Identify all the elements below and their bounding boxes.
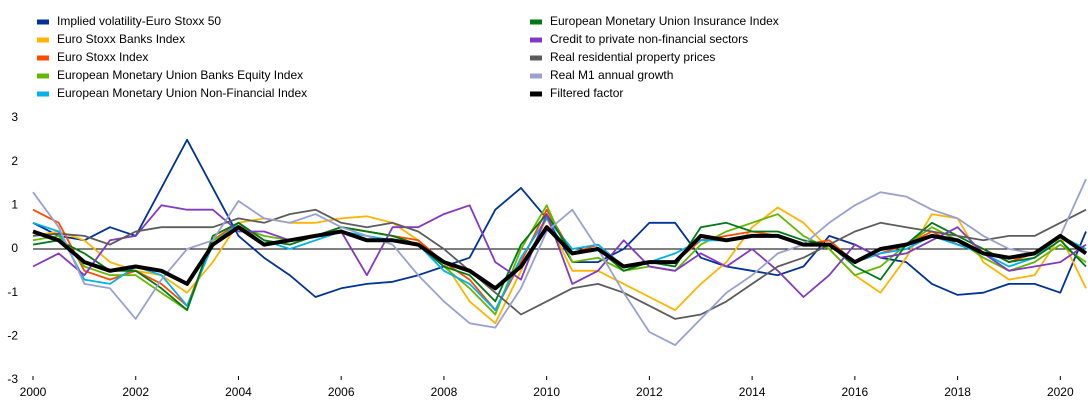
legend-label: Euro Stoxx Index (57, 50, 148, 64)
legend-swatch (37, 73, 49, 79)
x-tick-label: 2004 (225, 385, 252, 399)
y-tick-label: -2 (7, 329, 18, 343)
y-tick-label: -3 (7, 372, 18, 386)
x-tick-label: 2020 (1047, 385, 1074, 399)
legend-swatch (37, 37, 49, 43)
y-tick-label: 1 (11, 198, 18, 212)
legend-swatch (530, 19, 542, 25)
legend-label: Real residential property prices (550, 50, 715, 64)
legend-label: Real M1 annual growth (550, 68, 673, 82)
legend-label: Implied volatility-Euro Stoxx 50 (57, 14, 221, 28)
legend-swatch (37, 91, 49, 97)
series-line (32, 138, 1087, 298)
x-tick-label: 2016 (842, 385, 869, 399)
y-tick-label: 3 (11, 110, 18, 124)
legend-swatch (530, 37, 542, 43)
series-line (32, 204, 1087, 298)
series-line (32, 225, 1088, 291)
series-line (32, 178, 1087, 347)
legend-label: Credit to private non-financial sectors (550, 32, 748, 46)
legend-swatch (530, 55, 542, 61)
legend-label: European Monetary Union Non-Financial In… (57, 86, 307, 100)
legend-label: European Monetary Union Banks Equity Ind… (57, 68, 303, 82)
x-tick-label: 2008 (431, 385, 458, 399)
legend-label: European Monetary Union Insurance Index (550, 14, 779, 28)
x-tick-label: 2012 (636, 385, 663, 399)
x-tick-label: 2000 (20, 385, 47, 399)
legend-label: Euro Stoxx Banks Index (57, 32, 185, 46)
x-tick-label: 2006 (328, 385, 355, 399)
x-tick-label: 2014 (739, 385, 766, 399)
legend-label: Filtered factor (550, 86, 623, 100)
y-tick-label: 0 (11, 241, 18, 255)
legend-swatch (37, 55, 49, 61)
y-tick-label: 2 (11, 154, 18, 168)
legend-swatch (530, 91, 542, 97)
legend-swatch (530, 73, 542, 79)
legend-swatch (37, 19, 49, 25)
y-tick-label: -1 (7, 285, 18, 299)
series-line (32, 206, 1087, 325)
series-line (32, 208, 1087, 320)
x-tick-label: 2018 (944, 385, 971, 399)
x-tick-label: 2010 (533, 385, 560, 399)
x-tick-label: 2002 (122, 385, 149, 399)
